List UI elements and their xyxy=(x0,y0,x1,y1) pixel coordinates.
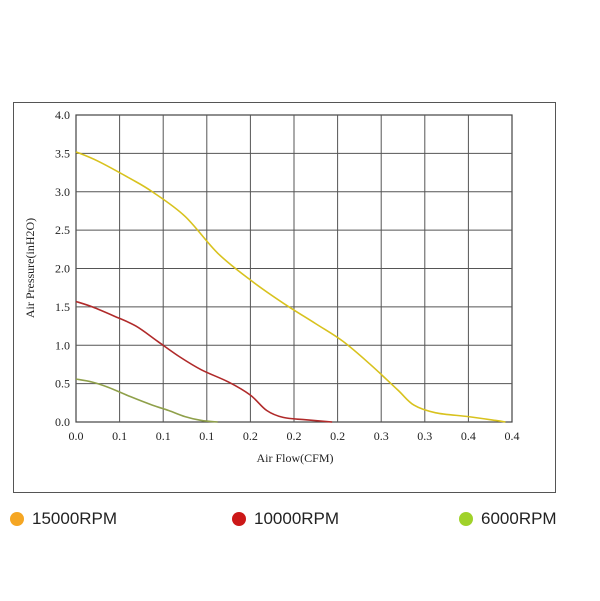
x-tick-labels: 0.0 0.1 0.1 0.1 0.2 0.2 0.2 0.3 0.3 0.4 0.4 xyxy=(69,429,520,443)
x-tick-label: 0.4 xyxy=(505,429,520,443)
x-tick-label: 0.0 xyxy=(69,429,84,443)
x-tick-label: 0.4 xyxy=(461,429,476,443)
y-tick-label: 2.5 xyxy=(55,223,70,237)
series-lines xyxy=(75,151,506,423)
x-tick-label: 0.3 xyxy=(374,429,389,443)
y-axis-label: Air Pressure(inH2O) xyxy=(23,218,37,318)
legend-item-15000rpm: 15000RPM xyxy=(10,509,117,529)
legend: 15000RPM 10000RPM 6000RPM xyxy=(0,509,600,537)
chart-frame xyxy=(13,102,556,493)
y-tick-labels: 0.0 0.5 1.0 1.5 2.0 2.5 3.0 3.5 4.0 xyxy=(55,108,70,429)
y-tick-label: 4.0 xyxy=(55,108,70,122)
x-tick-label: 0.2 xyxy=(243,429,258,443)
x-axis-label: Air Flow(CFM) xyxy=(256,451,333,465)
x-tick-label: 0.2 xyxy=(330,429,345,443)
y-tick-label: 1.5 xyxy=(55,300,70,314)
y-tick-label: 3.0 xyxy=(55,185,70,199)
legend-label-6000rpm: 6000RPM xyxy=(481,509,557,528)
grid xyxy=(75,114,513,423)
legend-item-10000rpm: 10000RPM xyxy=(232,509,339,529)
legend-dot-15000rpm xyxy=(10,512,24,526)
series-line-6000rpm xyxy=(75,378,218,423)
y-tick-label: 0.0 xyxy=(55,415,70,429)
legend-dot-6000rpm xyxy=(459,512,473,526)
x-tick-label: 0.3 xyxy=(417,429,432,443)
x-tick-label: 0.1 xyxy=(112,429,127,443)
x-tick-label: 0.1 xyxy=(156,429,171,443)
legend-item-6000rpm: 6000RPM xyxy=(459,509,557,529)
y-tick-label: 0.5 xyxy=(55,377,70,391)
x-tick-label: 0.2 xyxy=(287,429,302,443)
y-tick-label: 2.0 xyxy=(55,262,70,276)
y-tick-label: 3.5 xyxy=(55,146,70,160)
legend-label-10000rpm: 10000RPM xyxy=(254,509,340,528)
x-tick-label: 0.1 xyxy=(199,429,214,443)
series-line-15000rpm xyxy=(75,151,506,423)
series-line-10000rpm xyxy=(75,300,333,423)
y-tick-label: 1.0 xyxy=(55,338,70,352)
legend-dot-10000rpm xyxy=(232,512,246,526)
legend-label-15000rpm: 15000RPM xyxy=(32,509,118,528)
